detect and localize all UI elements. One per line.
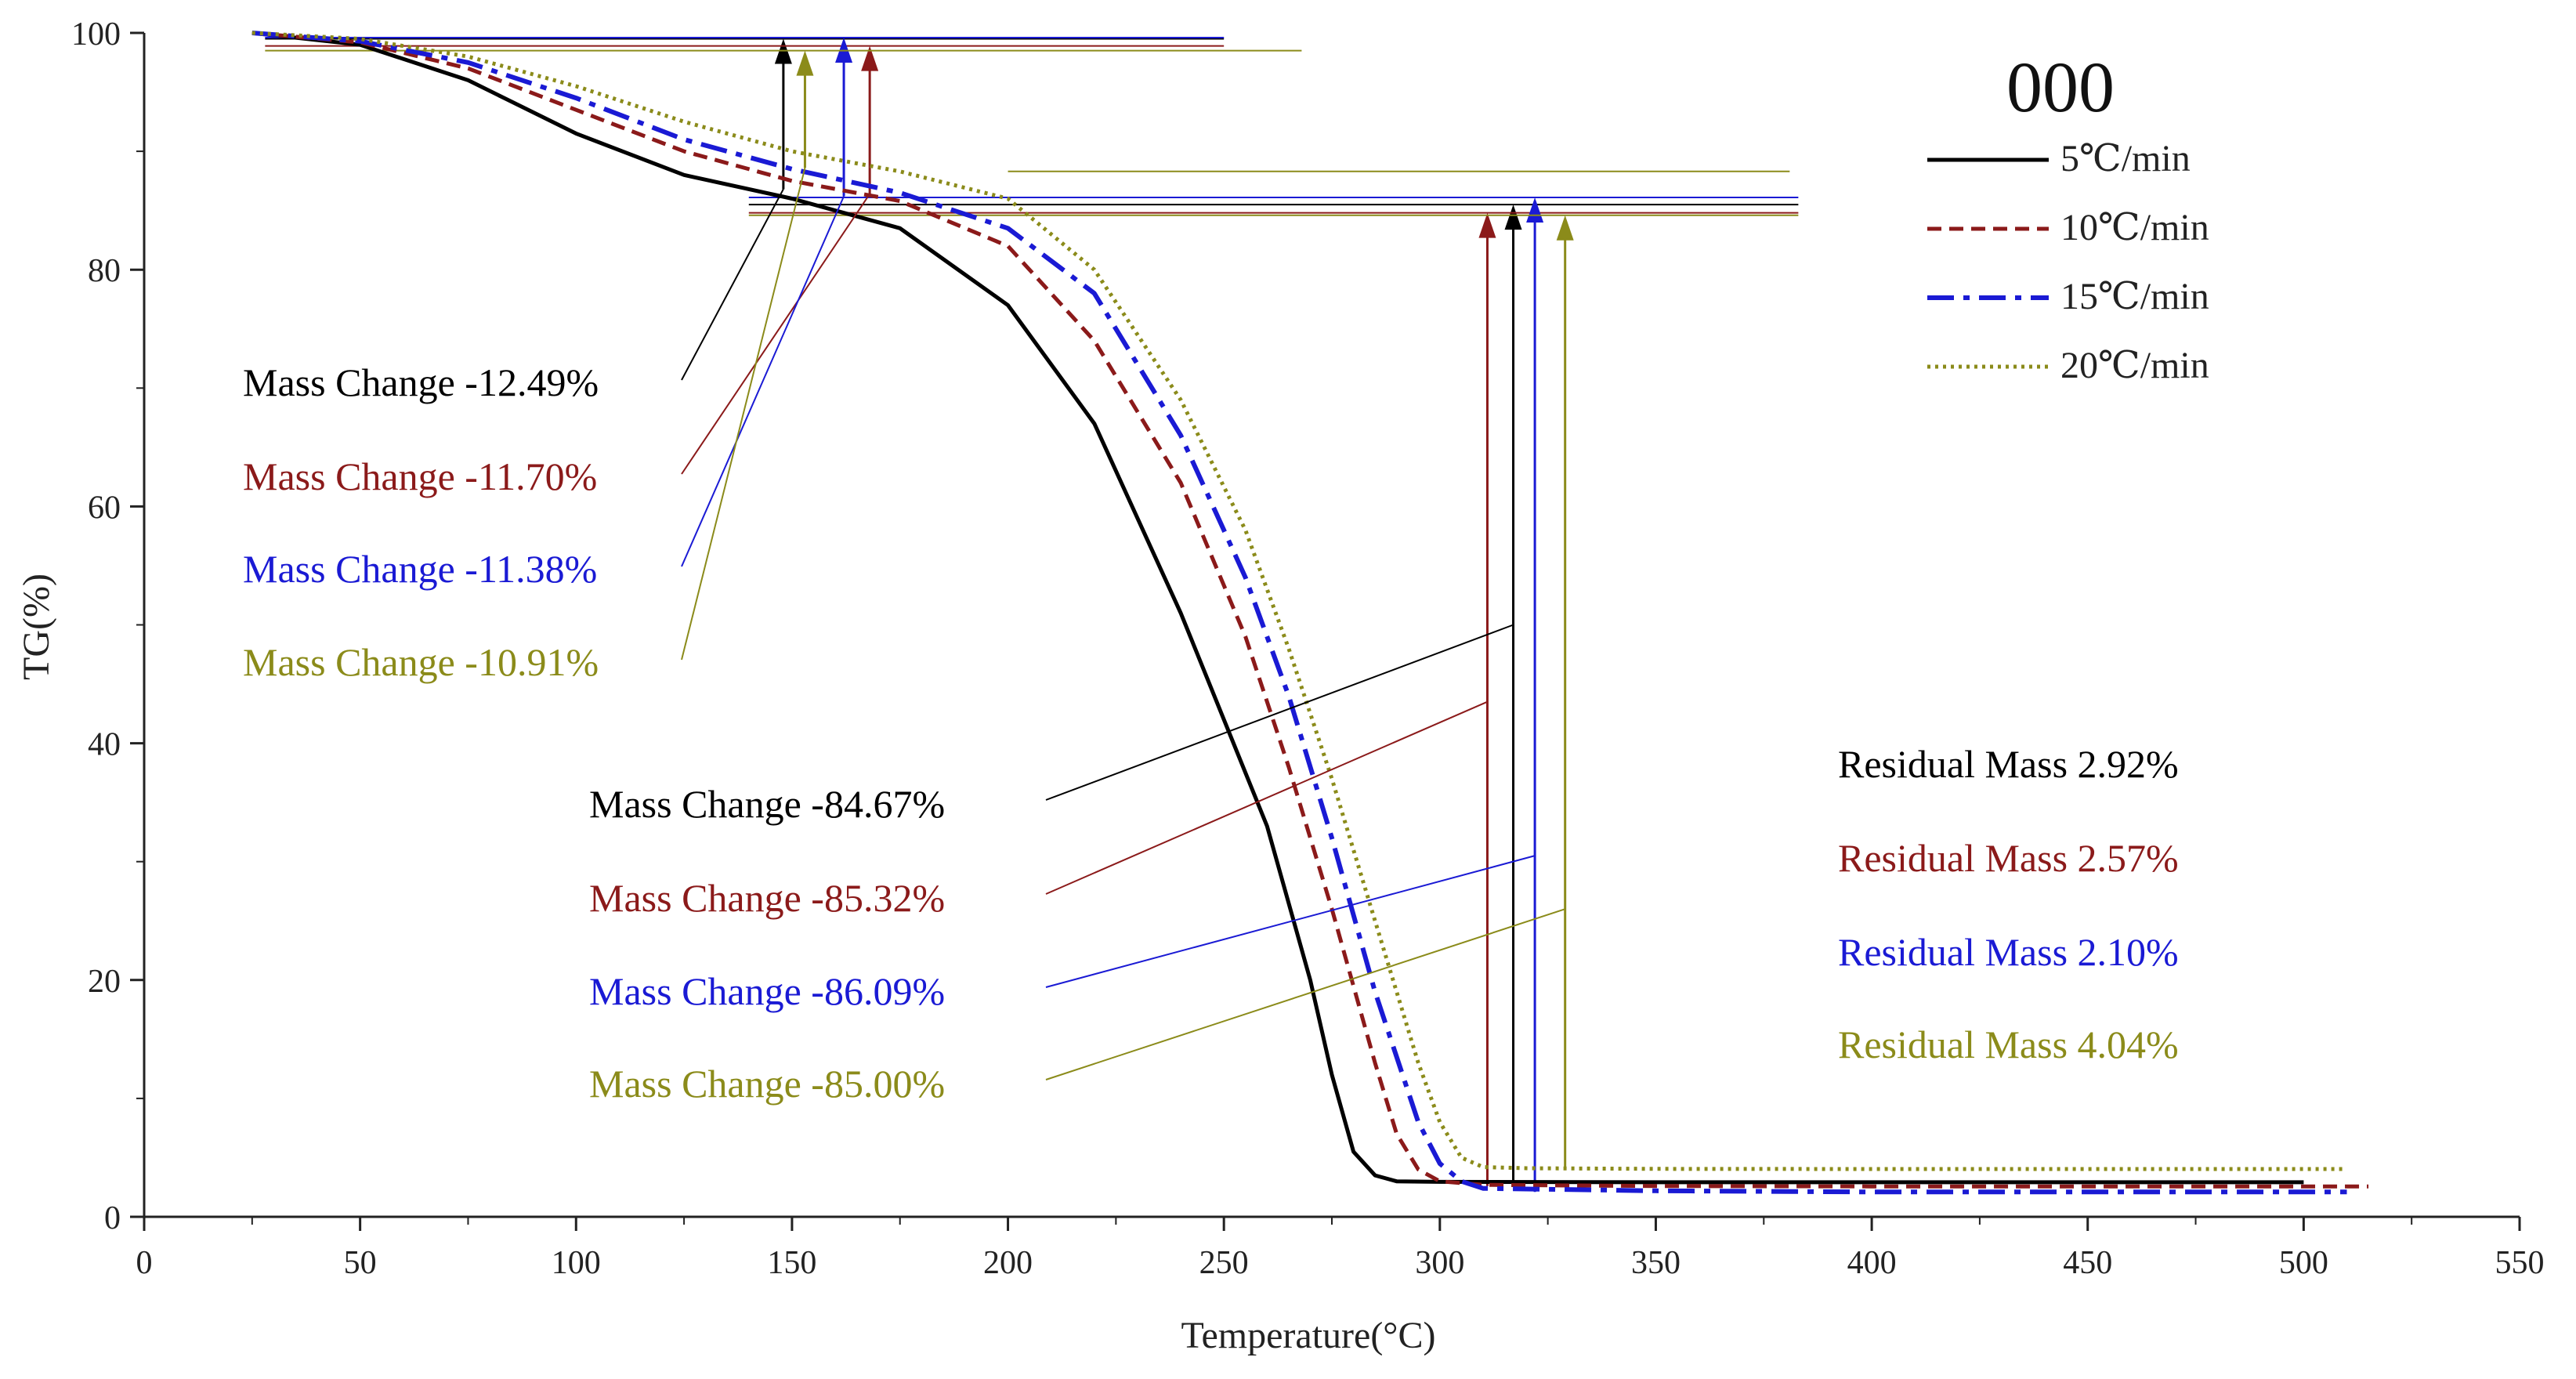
legend-entry: 5℃/min bbox=[2060, 138, 2191, 179]
x-tick-label: 350 bbox=[1631, 1245, 1681, 1281]
legend-entry: 10℃/min bbox=[2060, 207, 2209, 248]
x-tick-label: 400 bbox=[1847, 1245, 1897, 1281]
stage2-annotation: Mass Change -86.09% bbox=[589, 969, 945, 1013]
y-tick-label: 100 bbox=[71, 16, 121, 52]
stage2-arrow-head bbox=[1504, 204, 1522, 230]
stage2-arrow-head bbox=[1556, 215, 1574, 241]
stage2-arrow-head bbox=[1526, 197, 1544, 223]
residual-annotation: Residual Mass 2.57% bbox=[1838, 836, 2179, 880]
legend-entry: 20℃/min bbox=[2060, 345, 2209, 386]
residual-annotation: Residual Mass 2.92% bbox=[1838, 742, 2179, 786]
series-line-3 bbox=[251, 31, 2347, 1195]
legend-entry: 15℃/min bbox=[2060, 276, 2209, 317]
x-tick-label: 100 bbox=[552, 1245, 601, 1281]
x-axis-title: Temperature(°C) bbox=[1181, 1315, 1435, 1356]
y-tick-label: 20 bbox=[88, 964, 121, 1000]
legend: 5℃/min 10℃/min 15℃/min 20℃/min bbox=[1927, 138, 2209, 386]
series-line-2 bbox=[251, 31, 2369, 1189]
series-line-1 bbox=[251, 31, 2304, 1185]
chart-title: 000 bbox=[2006, 47, 2115, 127]
series-layer bbox=[251, 31, 2369, 1195]
stage1-annotation: Mass Change -11.70% bbox=[243, 454, 597, 498]
y-tick-label: 40 bbox=[88, 727, 121, 763]
stage2-arrow-head bbox=[1478, 212, 1496, 238]
x-tick-label: 0 bbox=[136, 1245, 153, 1281]
label-layer: Mass Change -12.49% Mass Change -11.70% Ma… bbox=[243, 168, 2179, 1106]
x-tick-label: 500 bbox=[2279, 1245, 2328, 1281]
stage1-annotation: Mass Change -11.38% bbox=[243, 547, 597, 591]
stage2-leader-line bbox=[1045, 700, 1488, 895]
residual-annotation: Residual Mass 4.04% bbox=[1838, 1022, 2179, 1066]
stage2-annotation: Mass Change -85.00% bbox=[589, 1062, 945, 1106]
stage1-arrow-head bbox=[861, 45, 879, 71]
y-tick-label: 80 bbox=[88, 253, 121, 289]
y-axis-title: TG(%) bbox=[16, 574, 57, 680]
stage1-leader-line bbox=[681, 188, 784, 381]
axes-layer: 0 50 100 150 200 250 300 350 400 450 500 550 0 20 40 60… bbox=[71, 16, 2545, 1281]
stage1-leader-line bbox=[681, 196, 845, 567]
x-tick-label: 50 bbox=[344, 1245, 377, 1281]
stage1-annotation: Mass Change -12.49% bbox=[243, 360, 599, 404]
stage2-leader-line bbox=[1045, 855, 1536, 988]
x-tick-label: 450 bbox=[2063, 1245, 2112, 1281]
stage1-leader-line bbox=[681, 168, 806, 661]
stage2-annotation: Mass Change -85.32% bbox=[589, 876, 945, 920]
x-tick-label: 550 bbox=[2495, 1245, 2545, 1281]
stage2-leader-line bbox=[1045, 908, 1565, 1080]
stage2-annotation: Mass Change -84.67% bbox=[589, 782, 945, 826]
x-tick-label: 250 bbox=[1199, 1245, 1249, 1281]
stage1-annotation: Mass Change -10.91% bbox=[243, 640, 599, 684]
stage2-leader-line bbox=[1045, 624, 1514, 801]
stage1-arrow-head bbox=[796, 50, 814, 76]
x-tick-label: 300 bbox=[1415, 1245, 1464, 1281]
marker-layer bbox=[265, 37, 1799, 1193]
y-tick-label: 60 bbox=[88, 490, 121, 526]
stage1-leader-line bbox=[681, 193, 870, 475]
residual-annotation: Residual Mass 2.10% bbox=[1838, 930, 2179, 974]
y-tick-label: 0 bbox=[104, 1200, 121, 1236]
x-tick-label: 200 bbox=[983, 1245, 1033, 1281]
x-tick-label: 150 bbox=[767, 1245, 816, 1281]
